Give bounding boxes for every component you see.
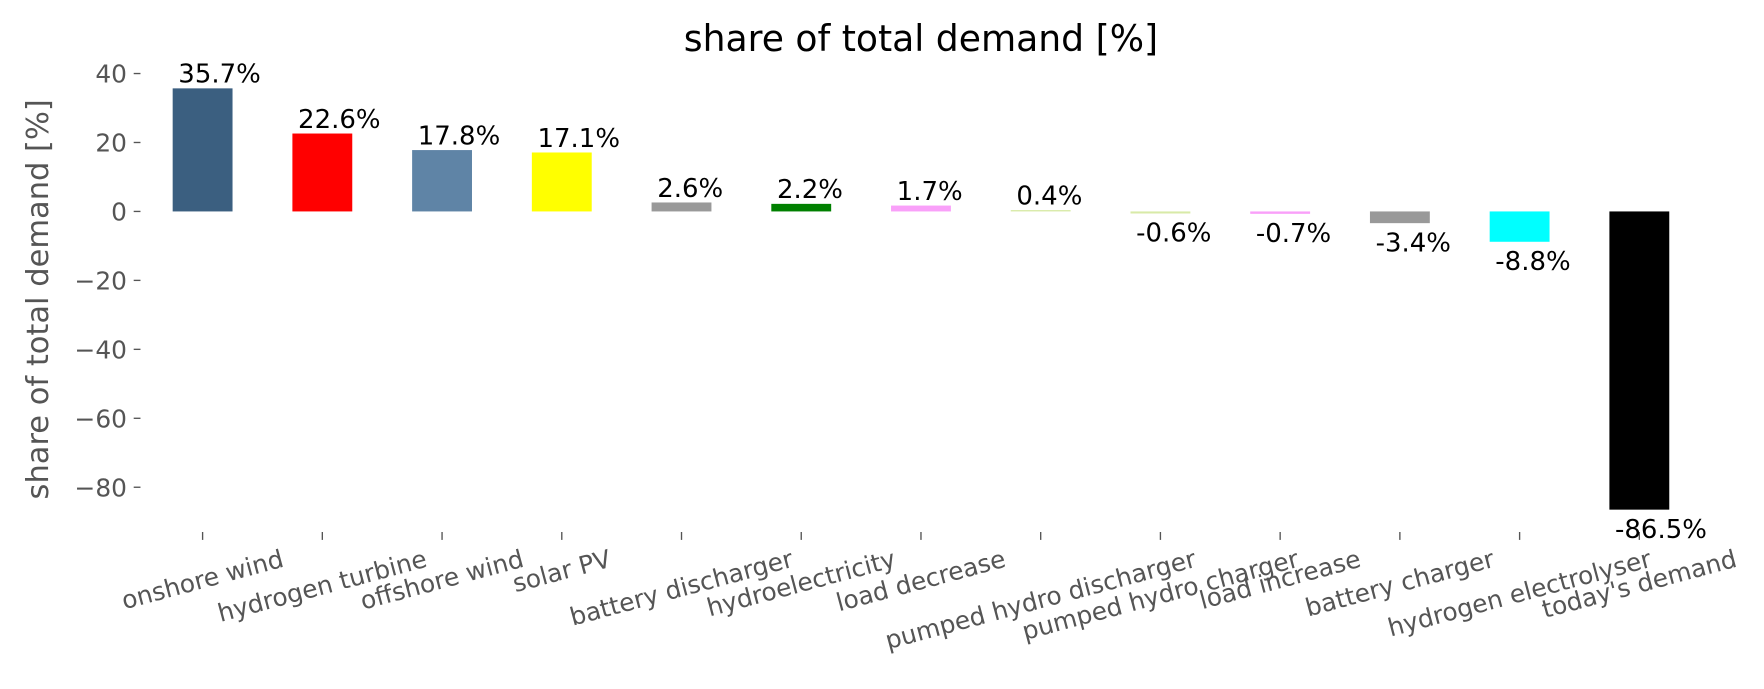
bar (172, 88, 233, 212)
bar (1250, 211, 1311, 214)
data-label: 17.1% (538, 124, 621, 154)
data-label: 1.7% (897, 177, 963, 207)
bar (292, 133, 353, 212)
bar (1010, 210, 1071, 212)
y-tick-label: 40 (95, 60, 127, 89)
bar (412, 150, 472, 212)
bar (651, 202, 712, 212)
bar (531, 152, 592, 212)
y-tick-label: −80 (75, 473, 127, 502)
bar (891, 205, 951, 212)
bar (1369, 211, 1430, 224)
bar (771, 203, 832, 212)
data-label: -3.4% (1376, 228, 1451, 258)
data-label: -0.7% (1256, 219, 1331, 249)
data-label: 35.7% (178, 60, 260, 90)
y-tick-label: 20 (95, 129, 127, 158)
data-label: -86.5% (1615, 515, 1707, 545)
data-label: 22.6% (298, 105, 381, 135)
data-label: 17.8% (418, 121, 501, 151)
data-label: 0.4% (1016, 181, 1082, 211)
bar (1609, 211, 1670, 510)
y-tick-label: −60 (75, 404, 127, 433)
bar (1130, 211, 1191, 214)
bar (1489, 211, 1550, 242)
y-axis-label: share of total demand [%] (21, 99, 56, 499)
y-tick-label: −40 (75, 335, 127, 364)
data-label: -8.8% (1495, 247, 1570, 277)
chart-title: share of total demand [%] (684, 17, 1158, 60)
y-tick-label: −20 (75, 266, 127, 295)
data-label: 2.2% (777, 175, 843, 205)
data-label: 2.6% (657, 174, 723, 204)
y-tick-label: 0 (111, 197, 127, 226)
x-tick-label: solar PV (509, 544, 613, 598)
data-label: -0.6% (1136, 219, 1211, 249)
